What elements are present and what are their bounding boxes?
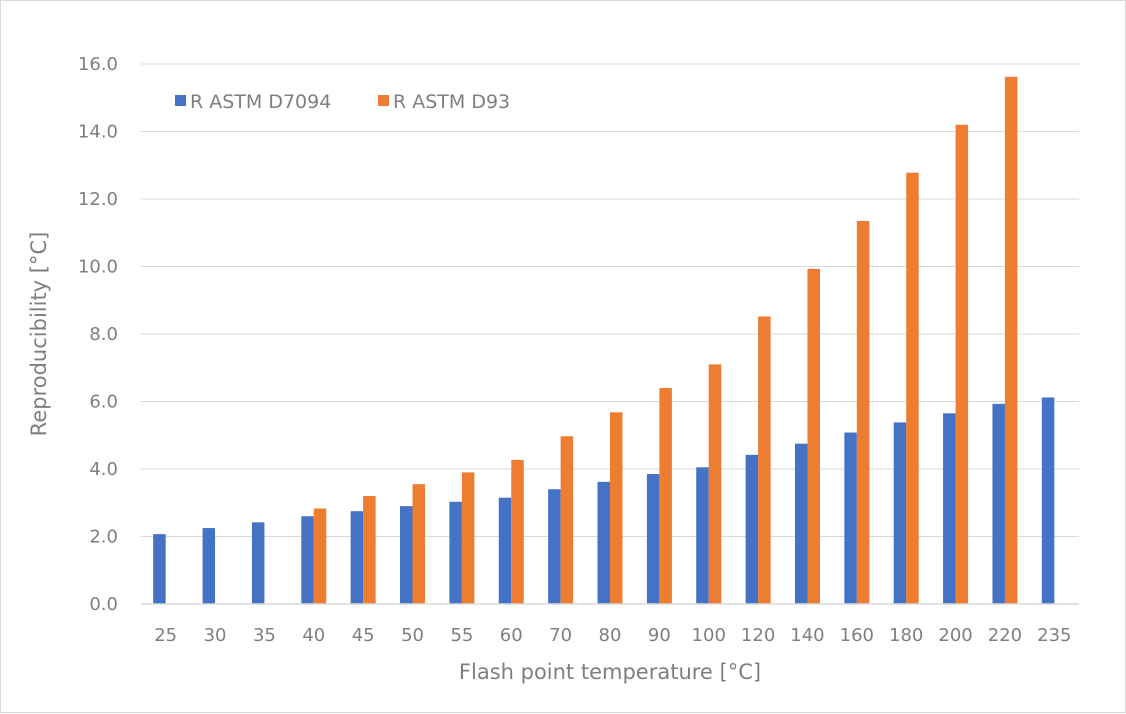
gridlines	[141, 63, 1079, 537]
x-tick-label: 180	[889, 625, 923, 646]
bar-d93-60	[511, 459, 524, 604]
x-axis-title: Flash point temperature [°C]	[459, 660, 761, 684]
bar-d7094-60	[498, 497, 512, 604]
bar-d7094-100	[696, 467, 709, 604]
x-tick-label: 160	[840, 625, 874, 646]
bar-d7094-120	[745, 454, 759, 604]
y-tick-label: 0.0	[89, 594, 118, 615]
bar-d7094-30	[202, 528, 216, 604]
y-tick-label: 4.0	[89, 459, 118, 480]
y-tick-label: 12.0	[78, 189, 118, 210]
bar-d7094-35	[251, 522, 265, 604]
y-axis-title: Reproducibility [°C]	[27, 232, 51, 437]
x-tick-label: 90	[648, 625, 671, 646]
bar-d7094-55	[449, 501, 462, 604]
x-tick-label: 50	[401, 625, 424, 646]
bar-d93-140	[807, 268, 820, 604]
legend-swatch-d93	[378, 95, 389, 106]
bar-d93-55	[461, 472, 475, 604]
x-tick-label: 220	[988, 625, 1022, 646]
bar-d93-45	[363, 496, 376, 604]
bar-d7094-25	[153, 534, 166, 604]
x-tick-label: 45	[352, 625, 375, 646]
bar-d7094-200	[943, 413, 956, 604]
bar-d93-70	[560, 436, 574, 604]
bar-d7094-235	[1041, 397, 1055, 604]
y-axis-ticks: 0.0 2.0 4.0 6.0 8.0 10.0 12.0 14.0 16.0	[78, 54, 118, 615]
bar-d93-120	[758, 316, 771, 604]
y-tick-label: 16.0	[78, 54, 118, 75]
bar-d93-50	[412, 484, 426, 604]
bar-d7094-180	[893, 422, 907, 604]
x-tick-label: 55	[450, 625, 473, 646]
bar-d7094-50	[400, 506, 413, 604]
legend-swatch-d7094	[175, 95, 186, 106]
x-tick-label: 120	[741, 625, 775, 646]
bar-d93-40	[313, 508, 327, 604]
y-tick-label: 14.0	[78, 122, 118, 143]
x-tick-label: 100	[692, 625, 726, 646]
bar-d7094-160	[844, 432, 857, 604]
x-tick-label: 30	[204, 625, 227, 646]
x-tick-label: 140	[790, 625, 824, 646]
bar-d93-160	[856, 220, 870, 604]
bar-d93-220	[1004, 76, 1018, 604]
bar-d7094-70	[548, 489, 561, 604]
x-axis-ticks: 25 30 35 40 45 50 55 60 70 80 90 100 120 140 160 180 200…	[154, 625, 1071, 646]
bar-d93-200	[955, 124, 969, 604]
y-tick-label: 6.0	[89, 392, 118, 413]
legend-label-d7094: R ASTM D7094	[190, 91, 331, 113]
bar-d93-90	[659, 388, 672, 604]
bar-d7094-90	[646, 474, 660, 604]
bar-d93-180	[906, 172, 919, 605]
legend: R ASTM D7094 R ASTM D93	[175, 91, 510, 113]
bar-d7094-140	[794, 443, 808, 604]
y-tick-label: 10.0	[78, 257, 118, 278]
bar-d7094-40	[301, 516, 314, 604]
bars	[153, 76, 1055, 605]
x-tick-label: 40	[302, 625, 325, 646]
x-tick-label: 70	[549, 625, 572, 646]
x-tick-label: 60	[500, 625, 523, 646]
x-tick-label: 25	[154, 625, 177, 646]
x-tick-label: 35	[253, 625, 276, 646]
x-tick-label: 235	[1037, 625, 1071, 646]
bar-d7094-80	[597, 481, 610, 604]
x-tick-label: 80	[599, 625, 622, 646]
bar-d93-80	[610, 412, 623, 604]
y-tick-label: 8.0	[89, 324, 118, 345]
bar-d93-100	[708, 364, 722, 604]
bar-d7094-45	[350, 511, 364, 604]
x-tick-label: 200	[938, 625, 972, 646]
bar-d7094-220	[992, 403, 1005, 604]
legend-label-d93: R ASTM D93	[393, 91, 510, 113]
y-tick-label: 2.0	[89, 527, 118, 548]
